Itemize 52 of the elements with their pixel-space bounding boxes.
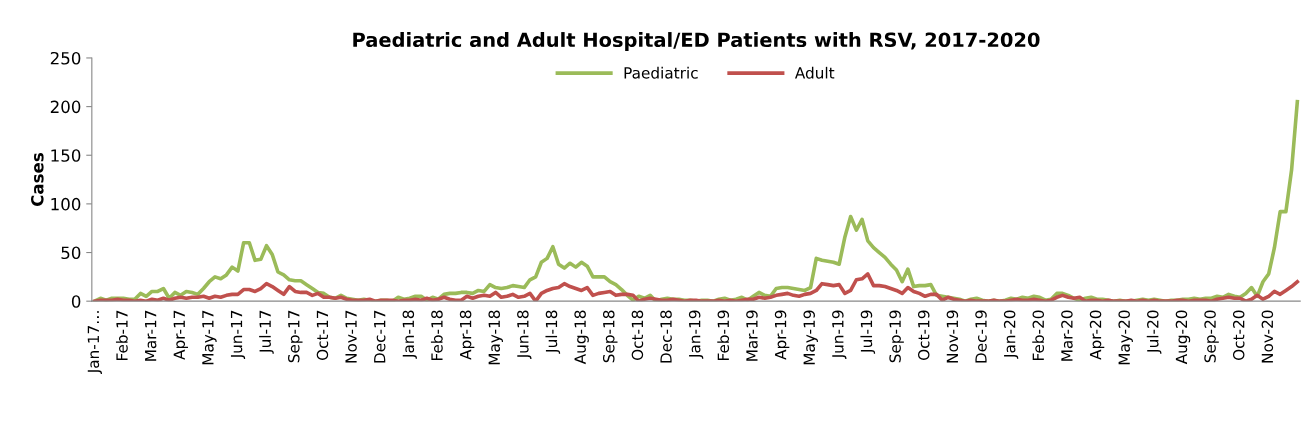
x-tick-label: Jan-20	[1003, 310, 1019, 359]
legend-label: Paediatric	[624, 66, 698, 79]
x-tick-label: Sep-18	[602, 310, 618, 363]
x-tick-label: Jan-17…	[87, 311, 102, 375]
x-tick-label: Sep-20	[1204, 310, 1219, 363]
y-tick-label: 100	[51, 197, 81, 211]
x-tick-label: Jul-19	[860, 310, 876, 354]
x-tick-label: Feb-18	[430, 310, 443, 361]
x-tick-label: Jan-18	[402, 310, 417, 359]
legend-label: Adult	[794, 66, 835, 79]
x-tick-label: Jul-17	[259, 310, 274, 354]
x-tick-label: Jun-17	[230, 310, 246, 360]
x-tick-label: May-19	[803, 310, 818, 365]
x-tick-label: Mar-20	[1061, 310, 1073, 361]
x-tick-label: Oct-17	[316, 310, 329, 361]
x-tick-label: Mar-19	[746, 310, 758, 361]
x-tick-label: Oct-19	[917, 310, 930, 361]
x-tick-label: Nov-20	[1261, 310, 1274, 363]
x-tick-label: Dec-19	[975, 310, 987, 363]
x-tick-label: Feb-20	[1032, 310, 1045, 361]
x-tick-label: Jun-18	[517, 310, 532, 360]
x-tick-label: May-20	[1118, 310, 1133, 365]
x-tick-label: Dec-18	[660, 310, 672, 363]
x-tick-label: Nov-19	[946, 310, 959, 363]
x-tick-label: Oct-18	[631, 310, 644, 361]
x-tick-label: Jun-19	[832, 310, 847, 360]
x-tick-label: Mar-17	[145, 310, 157, 361]
x-tick-label: Apr-17	[173, 310, 188, 360]
x-tick-label: May-18	[488, 310, 503, 365]
y-tick-label: 0	[71, 295, 81, 308]
y-tick-label: 200	[50, 100, 81, 114]
x-tick-label: Apr-19	[774, 310, 790, 360]
y-tick-label: 150	[51, 149, 81, 162]
x-tick-label: Aug-20	[1175, 310, 1191, 365]
x-tick-label: Aug-18	[574, 310, 589, 365]
x-tick-label: Nov-17	[345, 310, 357, 363]
x-tick-label: Oct-20	[1232, 310, 1245, 361]
x-tick-label: Jul-20	[1146, 310, 1162, 354]
y-axis-title: Cases	[31, 153, 44, 207]
y-tick-label: 50	[61, 246, 81, 260]
x-tick-label: Apr-18	[459, 310, 475, 360]
x-tick-label: Feb-19	[717, 310, 730, 361]
x-tick-label: Jan-19	[688, 310, 704, 359]
x-tick-label: Jul-18	[545, 310, 561, 354]
chart-title: Paediatric and Adult Hospital/ED Patients with RSV, 2017-2020	[353, 32, 1040, 51]
x-tick-label: Feb-17	[115, 310, 128, 361]
x-tick-label: Apr-20	[1089, 310, 1105, 360]
y-tick-label: 250	[50, 51, 81, 65]
x-tick-label: Sep-19	[889, 310, 904, 363]
x-tick-label: May-17	[202, 310, 217, 365]
x-tick-label: Dec-17	[374, 310, 386, 363]
x-tick-label: Sep-17	[288, 310, 303, 363]
